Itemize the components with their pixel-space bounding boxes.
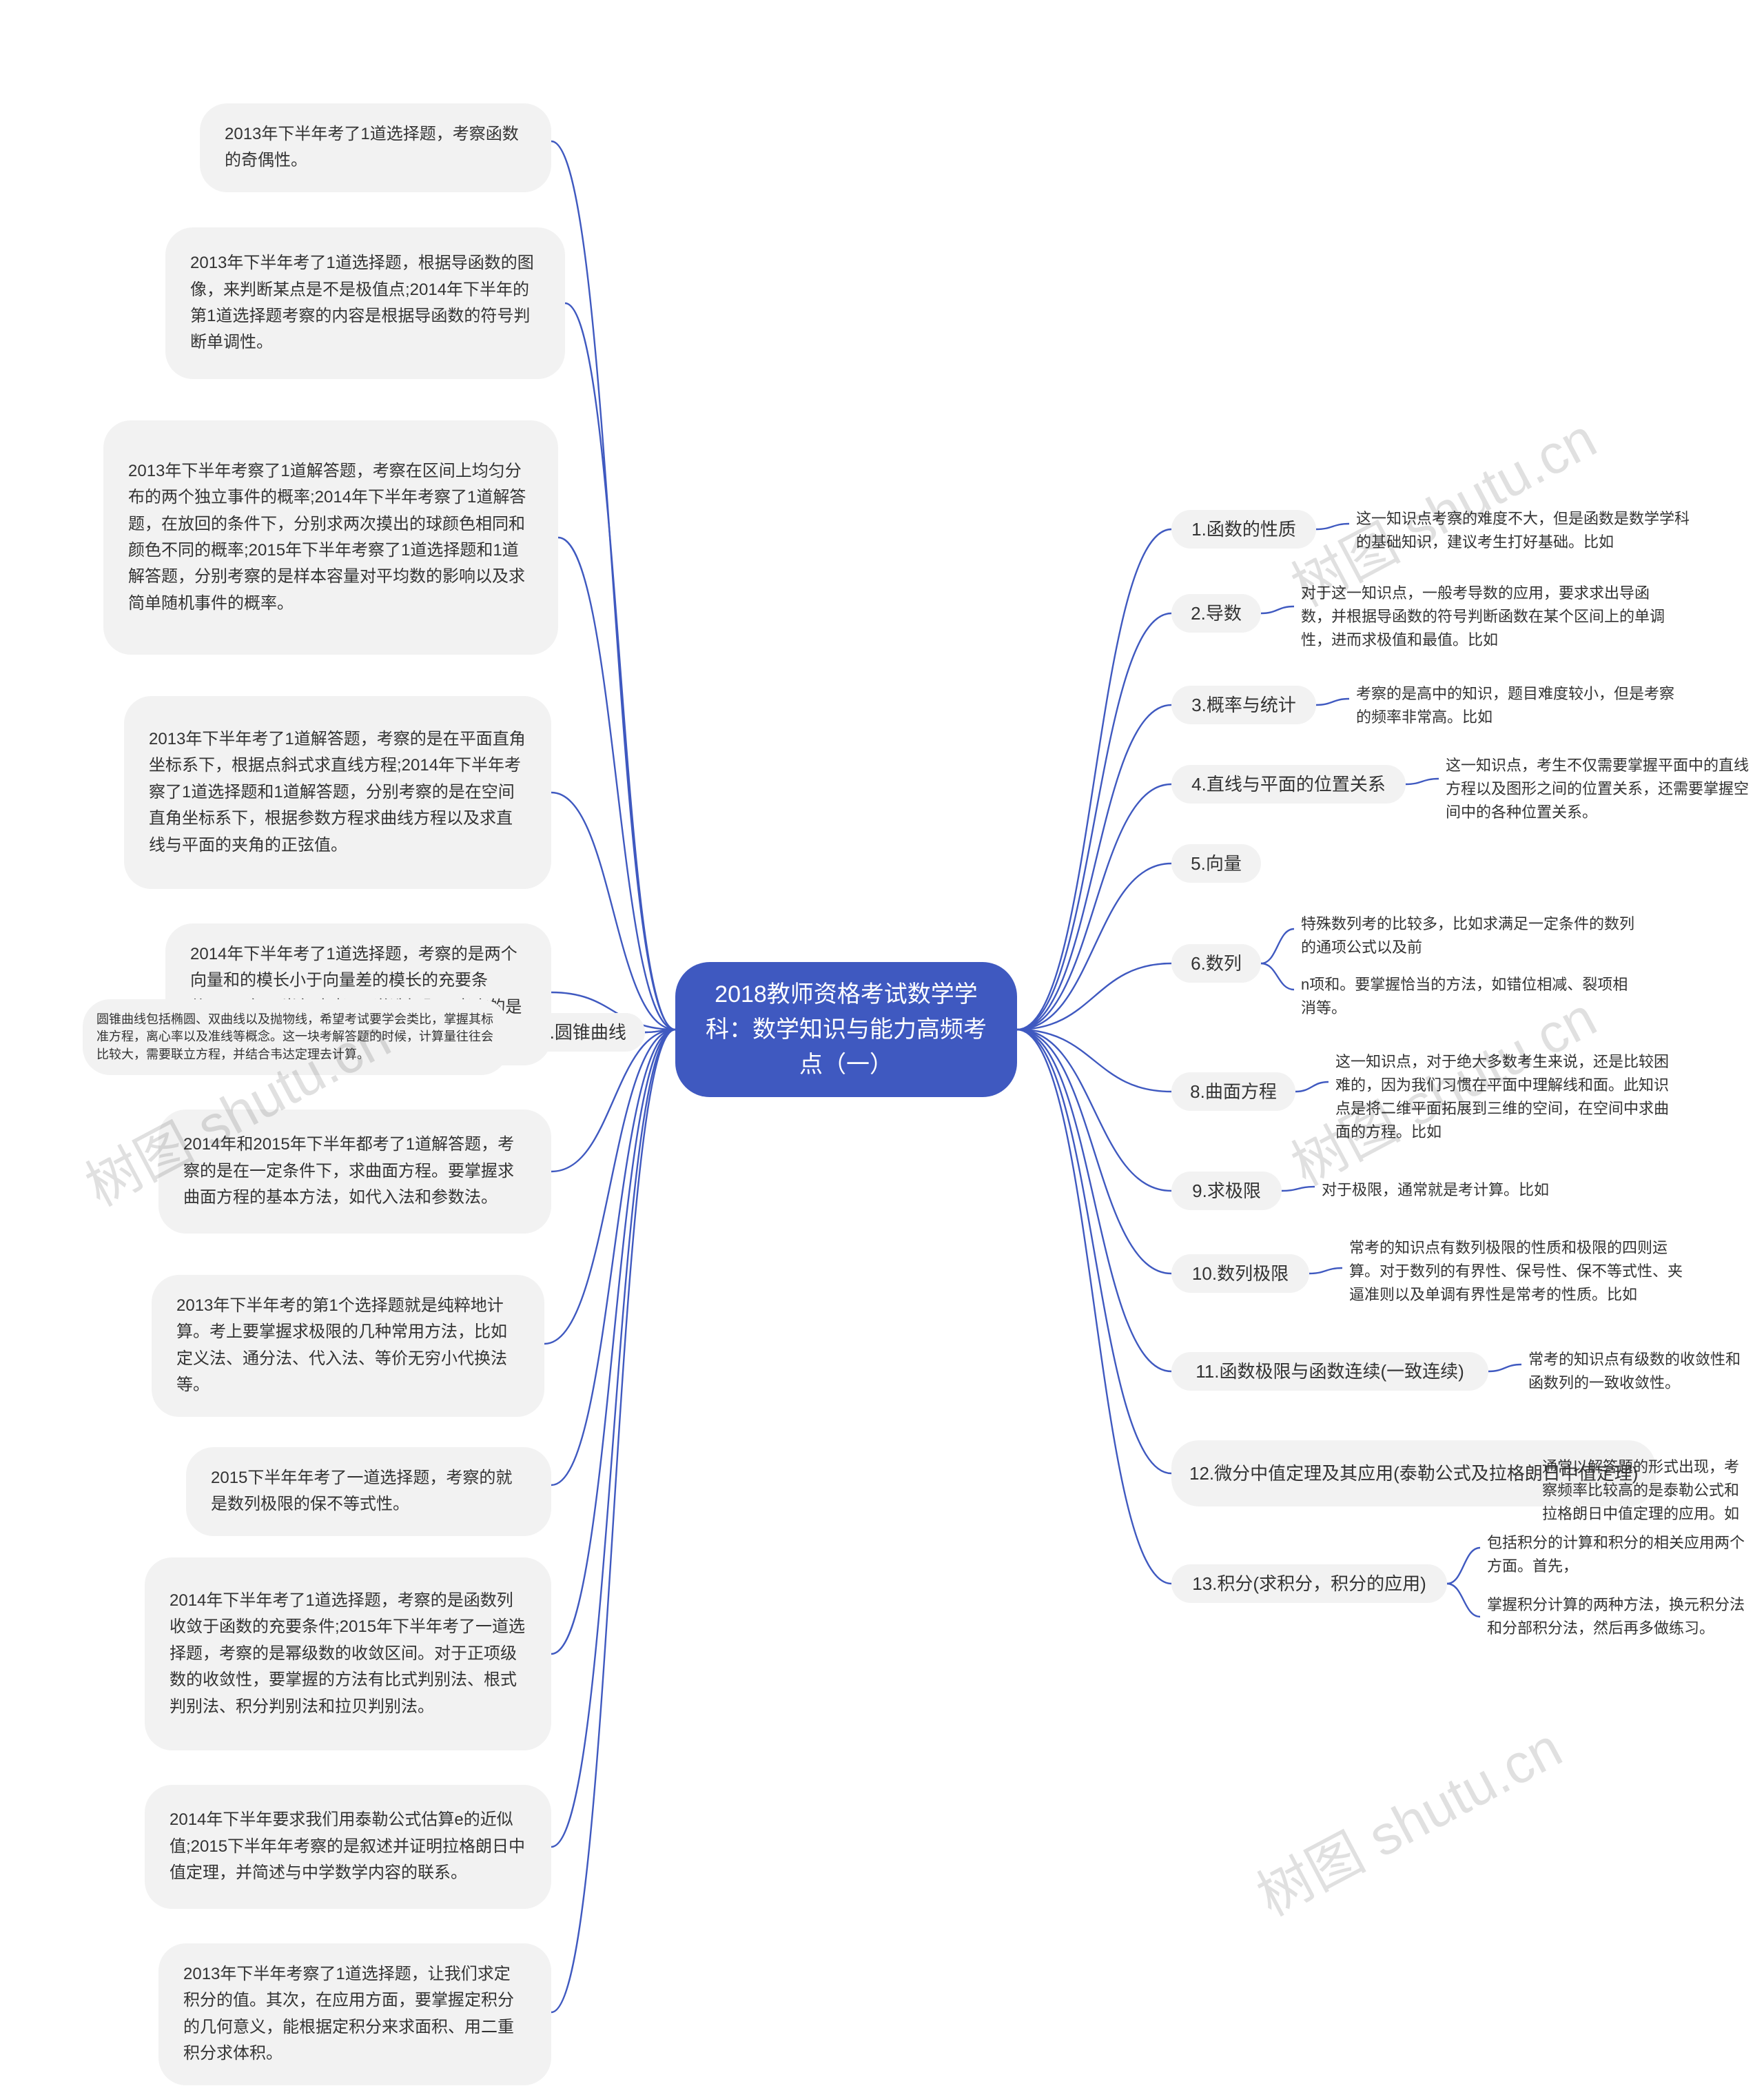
leaf-note: 常考的知识点有级数的收敛性和函数列的一致收敛性。	[1523, 1345, 1757, 1398]
detail-text: 2013年下半年考察了1道解答题，考察在区间上均匀分布的两个独立事件的概率;20…	[128, 458, 533, 617]
center-topic-label: 2018教师资格考试数学学科：数学知识与能力高频考点（一）	[703, 977, 989, 1083]
detail-text: 2014年下半年考了1道选择题，考察的是函数列收敛于函数的充要条件;2015年下…	[170, 1588, 526, 1720]
branch-r6: 6.数列	[1171, 944, 1261, 983]
detail-l9: 2013年下半年考的第1个选择题就是纯粹地计算。考上要掌握求极限的几种常用方法，…	[152, 1275, 544, 1417]
branch-label: 5.向量	[1191, 851, 1242, 876]
detail-text: 2013年下半年考察了1道选择题，让我们求定积分的值。其次，在应用方面，要掌握定…	[183, 1961, 526, 2067]
leaf-note: 常考的知识点有数列极限的性质和极限的四则运算。对于数列的有界性、保号性、保不等式…	[1344, 1234, 1702, 1309]
detail-l3: 2013年下半年考察了1道解答题，考察在区间上均匀分布的两个独立事件的概率;20…	[103, 420, 558, 655]
branch-label: 8.曲面方程	[1190, 1079, 1277, 1104]
detail-l7: 圆锥曲线包括椭圆、双曲线以及抛物线，希望考试要学会类比，掌握其标准方程，离心率以…	[83, 999, 509, 1075]
leaf-note: 掌握积分计算的两种方法，换元积分法和分部积分法，然后再多做练习。	[1481, 1591, 1757, 1643]
leaf-note: 包括积分的计算和积分的相关应用两个方面。首先，	[1481, 1528, 1757, 1581]
leaf-note: 这一知识点考察的难度不大，但是函数是数学学科的基础知识，建议考生打好基础。比如	[1351, 504, 1709, 557]
leaf-note: 通常以解答题的形式出现，考察频率比较高的是泰勒公式和拉格朗日中值定理的应用。如	[1537, 1453, 1757, 1528]
detail-text: 2014年和2015年下半年都考了1道解答题，考察的是在一定条件下，求曲面方程。…	[183, 1132, 526, 1211]
leaf-note: n项和。要掌握恰当的方法，如错位相减、裂项相消等。	[1295, 970, 1640, 1023]
leaf-note: 考察的是高中的知识，题目难度较小，但是考察的频率非常高。比如	[1351, 679, 1681, 732]
branch-label: 11.函数极限与函数连续(一致连续)	[1196, 1359, 1464, 1384]
leaf-note: 这一知识点，对于绝大多数考生来说，还是比较困难的，因为我们习惯在平面中理解线和面…	[1330, 1047, 1688, 1147]
leaf-note: 这一知识点，考生不仅需要掌握平面中的直线方程以及图形之间的位置关系，还需要掌握空…	[1440, 751, 1757, 827]
branch-r4: 4.直线与平面的位置关系	[1171, 765, 1406, 804]
branch-r1: 1.函数的性质	[1171, 510, 1316, 549]
branch-r11: 11.函数极限与函数连续(一致连续)	[1171, 1352, 1488, 1391]
detail-l2: 2013年下半年考了1道选择题，根据导函数的图像，来判断某点是不是极值点;201…	[165, 227, 565, 379]
branch-label: 3.概率与统计	[1191, 693, 1296, 717]
detail-text: 2013年下半年考了1道选择题，根据导函数的图像，来判断某点是不是极值点;201…	[190, 250, 540, 356]
center-topic: 2018教师资格考试数学学科：数学知识与能力高频考点（一）	[675, 962, 1017, 1097]
detail-l12: 2014年下半年要求我们用泰勒公式估算e的近似值;2015下半年年考察的是叙述并…	[145, 1785, 551, 1909]
branch-label: 6.数列	[1191, 951, 1242, 976]
detail-text: 2014年下半年要求我们用泰勒公式估算e的近似值;2015下半年年考察的是叙述并…	[170, 1807, 526, 1886]
branch-r10: 10.数列极限	[1171, 1254, 1309, 1293]
branch-r2: 2.导数	[1171, 594, 1261, 633]
branch-r3: 3.概率与统计	[1171, 686, 1316, 724]
detail-l10: 2015下半年年考了一道选择题，考察的就是数列极限的保不等式性。	[186, 1447, 551, 1536]
branch-label: 10.数列极限	[1192, 1261, 1289, 1286]
detail-text: 圆锥曲线包括椭圆、双曲线以及抛物线，希望考试要学会类比，掌握其标准方程，离心率以…	[96, 1011, 495, 1063]
detail-l4: 2013年下半年考了1道解答题，考察的是在平面直角坐标系下，根据点斜式求直线方程…	[124, 696, 551, 889]
detail-l11: 2014年下半年考了1道选择题，考察的是函数列收敛于函数的充要条件;2015年下…	[145, 1557, 551, 1750]
branch-r9: 9.求极限	[1171, 1172, 1282, 1210]
branch-label: 4.直线与平面的位置关系	[1191, 772, 1386, 797]
branch-r8: 8.曲面方程	[1171, 1072, 1295, 1111]
detail-l1: 2013年下半年考了1道选择题，考察函数的奇偶性。	[200, 103, 551, 192]
branch-label: 13.积分(求积分，积分的应用)	[1192, 1571, 1426, 1596]
branch-label: 9.求极限	[1192, 1178, 1261, 1203]
leaf-note: 特殊数列考的比较多，比如求满足一定条件的数列的通项公式以及前	[1295, 910, 1640, 962]
branch-label: 2.导数	[1191, 601, 1242, 626]
detail-l8: 2014年和2015年下半年都考了1道解答题，考察的是在一定条件下，求曲面方程。…	[158, 1110, 551, 1234]
detail-l13: 2013年下半年考察了1道选择题，让我们求定积分的值。其次，在应用方面，要掌握定…	[158, 1943, 551, 2085]
branch-label: 1.函数的性质	[1191, 517, 1296, 542]
leaf-note: 对于极限，通常就是考计算。比如	[1316, 1176, 1592, 1205]
branch-label: 7.圆锥曲线	[540, 1020, 626, 1045]
branch-r13: 13.积分(求积分，积分的应用)	[1171, 1564, 1447, 1603]
detail-text: 2013年下半年考了1道解答题，考察的是在平面直角坐标系下，根据点斜式求直线方程…	[149, 726, 526, 859]
leaf-note: 对于这一知识点，一般考导数的应用，要求求出导函数，并根据导函数的符号判断函数在某…	[1295, 579, 1681, 655]
detail-text: 2013年下半年考的第1个选择题就是纯粹地计算。考上要掌握求极限的几种常用方法，…	[176, 1293, 520, 1399]
branch-r5: 5.向量	[1171, 844, 1261, 883]
detail-text: 2013年下半年考了1道选择题，考察函数的奇偶性。	[225, 121, 526, 174]
detail-text: 2015下半年年考了一道选择题，考察的就是数列极限的保不等式性。	[211, 1465, 526, 1518]
